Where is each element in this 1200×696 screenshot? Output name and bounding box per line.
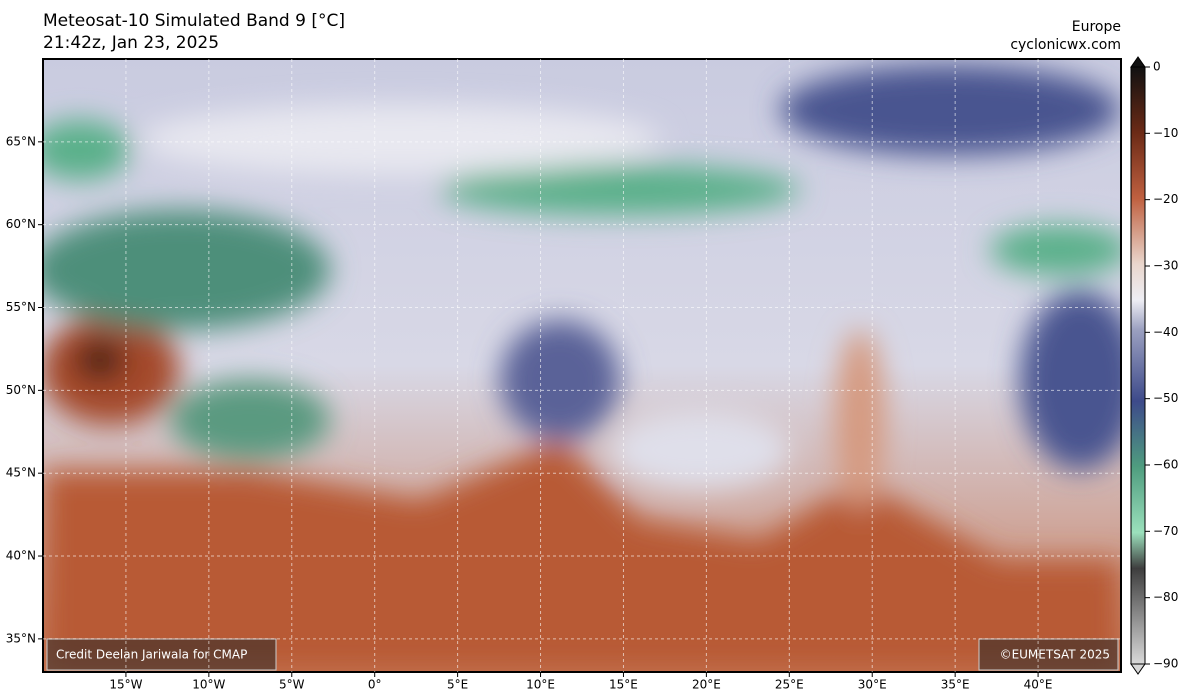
- colorbar-label: −20: [1153, 192, 1178, 206]
- colorbar-label: −90: [1153, 657, 1178, 671]
- y-tick-label: 60°N: [6, 217, 36, 231]
- x-tick-label: 10°E: [526, 678, 555, 692]
- colorbar-label: −30: [1153, 259, 1178, 273]
- x-tick-label: 10°W: [192, 678, 225, 692]
- y-tick-label: 55°N: [6, 300, 36, 314]
- x-tick-label: 5°W: [279, 678, 305, 692]
- colorbar-extend: [1130, 56, 1146, 68]
- region: Europe: [1072, 19, 1121, 35]
- y-tick-label: 45°N: [6, 466, 36, 480]
- credit-box: [978, 638, 1119, 671]
- x-tick-label: 30°E: [858, 678, 887, 692]
- colorbar-label: −50: [1153, 391, 1178, 405]
- map-frame: [42, 58, 1122, 673]
- satellite-image: [43, 59, 1121, 672]
- colorbar: [1131, 67, 1145, 664]
- x-tick-label: 40°E: [1024, 678, 1053, 692]
- y-tick-label: 65°N: [6, 134, 36, 148]
- x-tick-label: 20°E: [692, 678, 721, 692]
- x-tick-label: 35°E: [941, 678, 970, 692]
- colorbar-label: −10: [1153, 126, 1178, 140]
- y-tick-label: 50°N: [6, 383, 36, 397]
- x-tick-label: 0°: [368, 678, 382, 692]
- colorbar-frame: [1130, 66, 1146, 665]
- subtitle: 21:42z, Jan 23, 2025: [43, 33, 219, 53]
- credit-left: Credit Deelan Jariwala for CMAP: [56, 648, 247, 662]
- colorbar-label: −80: [1153, 590, 1178, 604]
- x-tick-label: 5°E: [447, 678, 468, 692]
- x-tick-label: 15°W: [109, 678, 142, 692]
- y-tick-label: 40°N: [6, 549, 36, 563]
- colorbar-label: −60: [1153, 458, 1178, 472]
- colorbar-label: −70: [1153, 524, 1178, 538]
- x-tick-label: 15°E: [609, 678, 638, 692]
- credit-right: ©EUMETSAT 2025: [1000, 648, 1110, 662]
- x-tick-label: 25°E: [775, 678, 804, 692]
- y-tick-label: 35°N: [6, 631, 36, 645]
- colorbar-label: 0: [1153, 60, 1161, 74]
- credit-box: [46, 638, 277, 671]
- colorbar-extend: [1130, 663, 1146, 675]
- site: cyclonicwx.com: [1010, 37, 1121, 53]
- colorbar-label: −40: [1153, 325, 1178, 339]
- title: Meteosat-10 Simulated Band 9 [°C]: [43, 11, 345, 31]
